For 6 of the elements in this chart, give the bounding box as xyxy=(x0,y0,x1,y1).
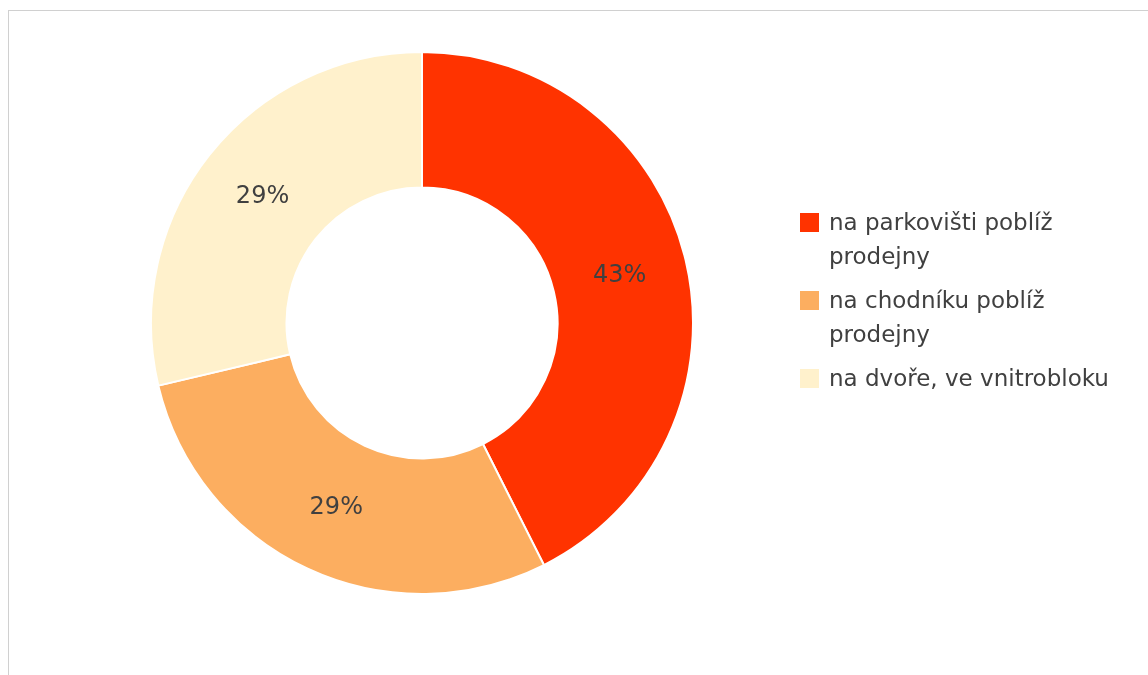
data-label: 29% xyxy=(235,181,290,210)
data-label: 29% xyxy=(309,491,363,520)
legend-label: na chodníku poblíž prodejny xyxy=(829,286,1046,349)
data-label: 43% xyxy=(593,260,647,289)
legend-label: na parkovišti poblíž prodejny xyxy=(829,208,1054,271)
legend-label: na dvoře, ve vnitrobloku xyxy=(829,364,1109,393)
